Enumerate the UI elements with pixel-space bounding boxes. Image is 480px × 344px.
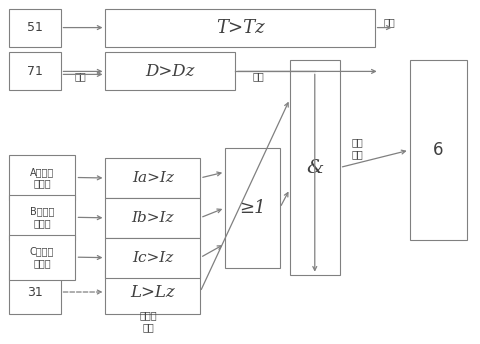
Text: A相电流
互感器: A相电流 互感器 (30, 167, 54, 188)
Bar (9, 9, 60, 46)
Text: 报警: 报警 (384, 18, 396, 28)
Text: 电弧光
强度: 电弧光 强度 (140, 311, 157, 332)
Bar (409, 61, 468, 240)
Bar (225, 148, 280, 268)
Text: Ib>Iz: Ib>Iz (132, 211, 174, 225)
Text: 71: 71 (27, 65, 43, 78)
Bar (9, 195, 75, 240)
Bar (106, 158, 200, 198)
Text: 6: 6 (433, 141, 444, 159)
Bar (106, 270, 200, 314)
Text: 报警: 报警 (252, 72, 264, 82)
Text: Ic>Iz: Ic>Iz (132, 251, 173, 265)
Bar (106, 198, 200, 238)
Bar (290, 61, 340, 275)
Text: 31: 31 (27, 286, 42, 299)
Bar (106, 9, 374, 46)
Text: T>Tz: T>Tz (216, 19, 264, 36)
Bar (106, 53, 235, 90)
Text: C相电流
互感器: C相电流 互感器 (30, 246, 54, 268)
Text: B相电流
互感器: B相电流 互感器 (30, 206, 54, 228)
Text: L>Lz: L>Lz (131, 283, 175, 301)
Bar (9, 53, 60, 90)
Text: 51: 51 (27, 21, 43, 34)
Bar (106, 238, 200, 278)
Bar (9, 270, 60, 314)
Text: &: & (306, 159, 324, 176)
Bar (9, 235, 75, 280)
Text: ≥1: ≥1 (239, 199, 266, 217)
Text: 加速
跳闸: 加速 跳闸 (352, 137, 363, 159)
Text: D>Dz: D>Dz (145, 63, 195, 80)
Text: 弧声: 弧声 (74, 72, 86, 82)
Text: Ia>Iz: Ia>Iz (132, 171, 174, 185)
Bar (9, 155, 75, 200)
